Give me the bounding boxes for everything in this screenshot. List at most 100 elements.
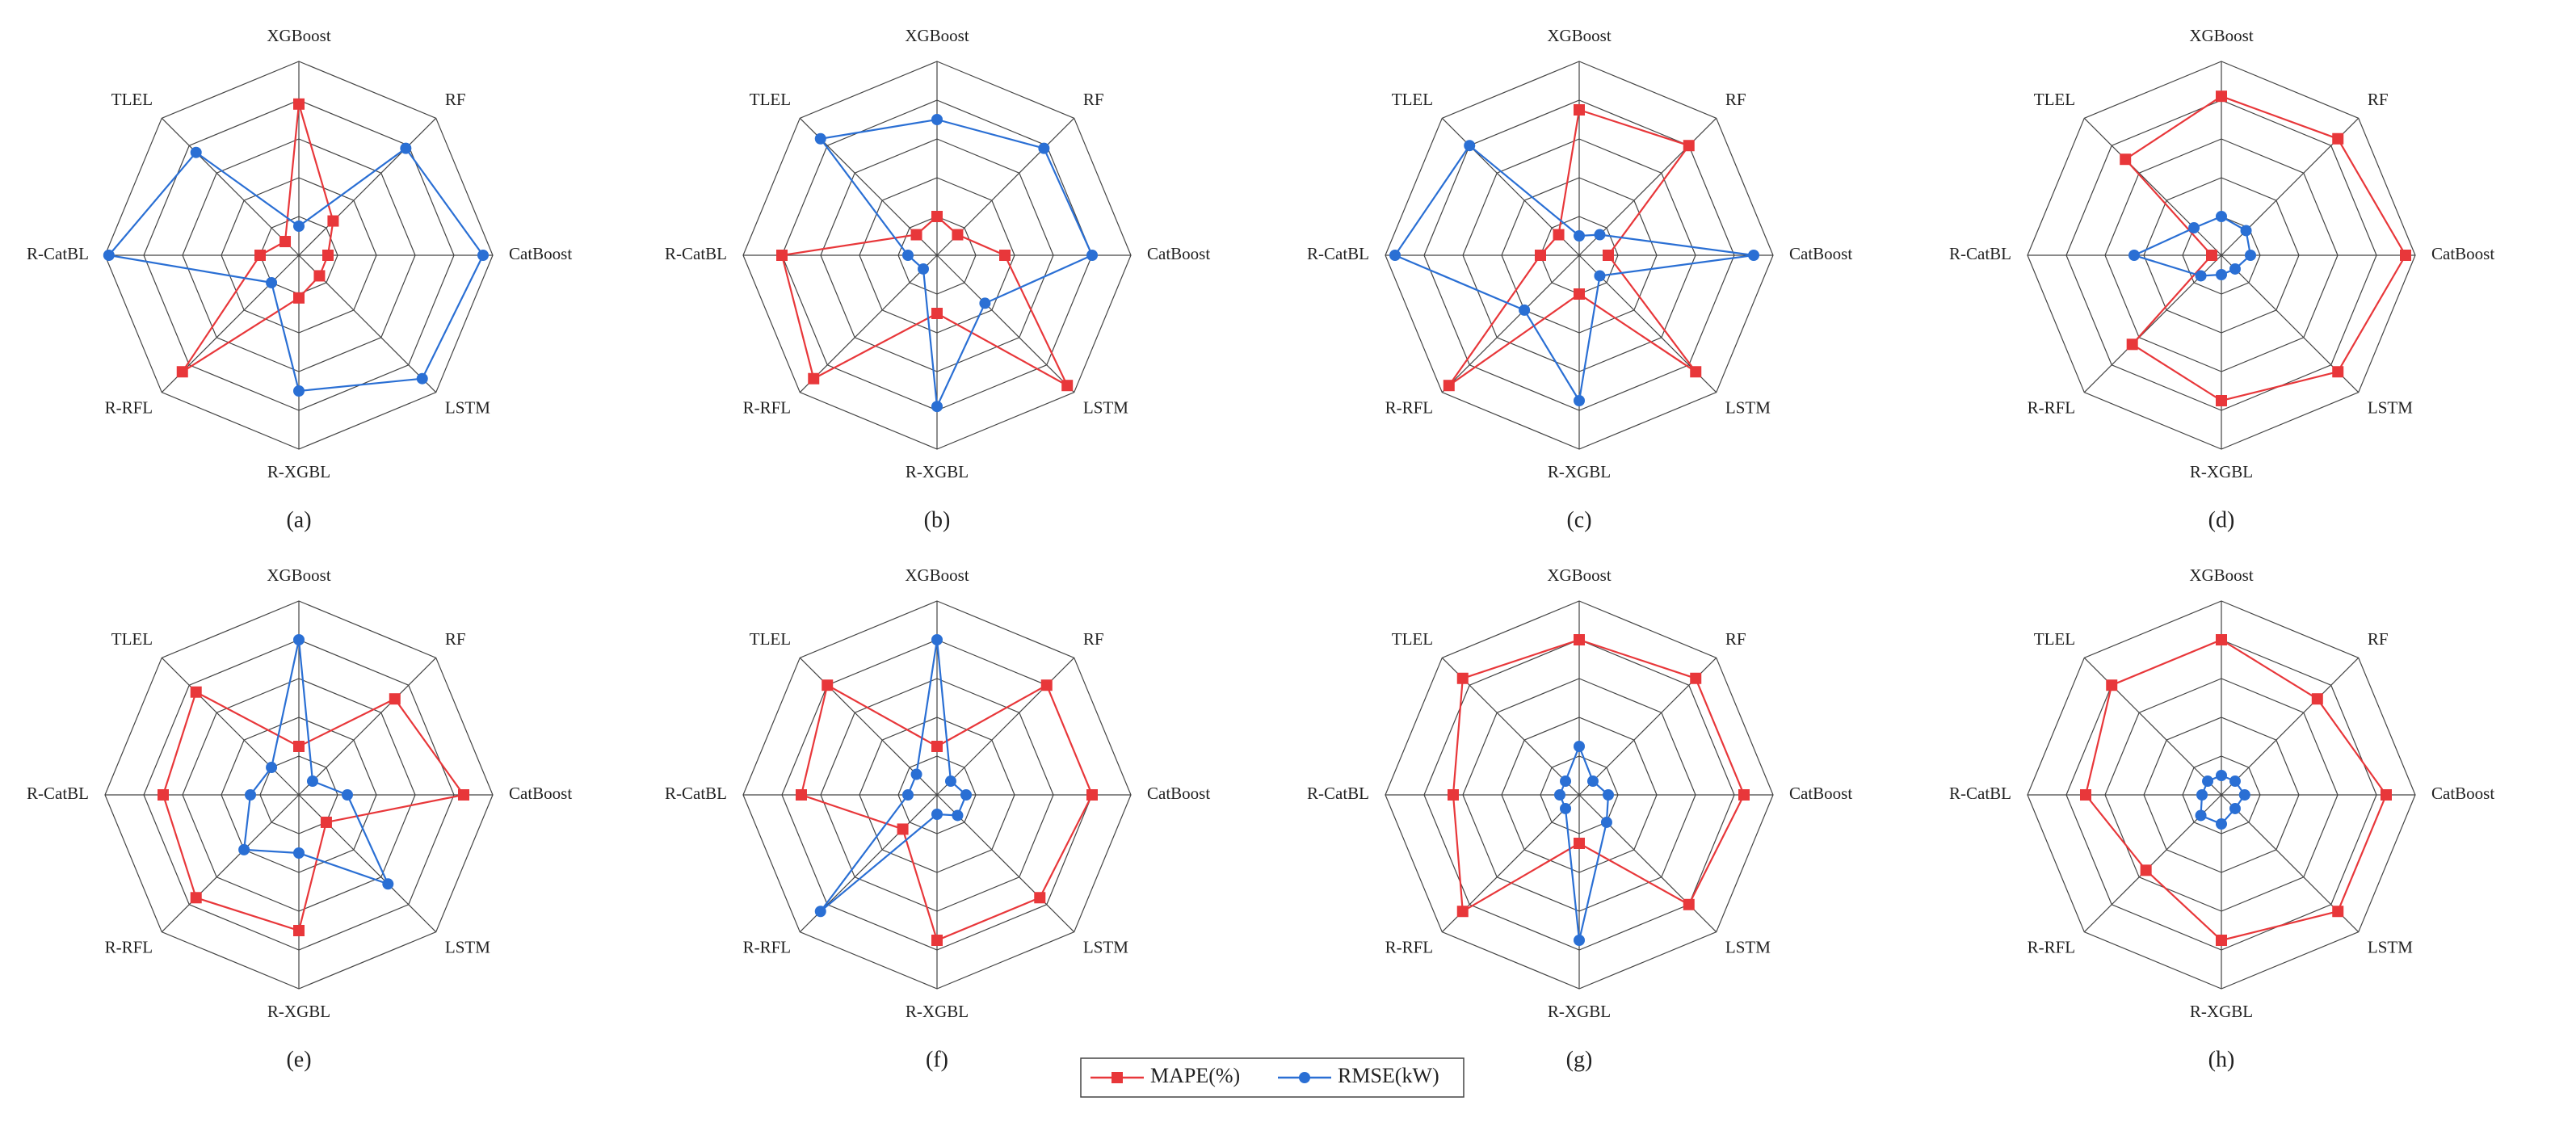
axis-label: RF: [1725, 90, 1746, 109]
marker-square: [327, 215, 339, 227]
marker-square: [1040, 679, 1053, 691]
axis-label: CatBoost: [509, 784, 572, 803]
axis-label: CatBoost: [509, 244, 572, 263]
marker-circle: [477, 250, 489, 261]
axis-label: LSTM: [1725, 398, 1771, 418]
marker-circle: [814, 906, 826, 918]
axis-label: XGBoost: [267, 26, 331, 45]
axis-label: CatBoost: [1147, 244, 1210, 263]
marker-square: [2216, 935, 2227, 946]
marker-circle: [931, 809, 943, 820]
marker-circle: [306, 775, 318, 788]
spoke: [1441, 254, 1580, 393]
marker-square: [1443, 380, 1455, 392]
axis-label: TLEL: [2034, 629, 2075, 649]
marker-square: [2311, 693, 2323, 705]
marker-circle: [2196, 789, 2208, 801]
marker-circle: [2240, 225, 2252, 237]
marker-circle: [2216, 818, 2227, 830]
axis-label: CatBoost: [1789, 784, 1852, 803]
axis-label: R-XGBL: [2190, 1002, 2253, 1021]
marker-square: [822, 679, 834, 691]
marker-circle: [190, 146, 202, 158]
marker-circle: [902, 789, 914, 801]
axis-label: TLEL: [1392, 90, 1433, 109]
series-line: [107, 147, 485, 393]
marker-square: [2120, 153, 2132, 166]
marker-square: [2332, 366, 2344, 378]
subplot-label: (d): [2208, 507, 2235, 532]
axis-label: LSTM: [2368, 398, 2413, 418]
marker-circle: [1603, 789, 1614, 801]
axis-label: R-RFL: [105, 398, 153, 418]
marker-square: [2400, 250, 2411, 261]
axis-label: RF: [1083, 629, 1104, 649]
marker-square: [293, 741, 305, 752]
series-line: [162, 691, 465, 932]
marker-square: [458, 789, 469, 801]
axis-label: CatBoost: [1789, 244, 1852, 263]
axis-label: XGBoost: [267, 565, 331, 585]
subplot-label: (c): [1566, 507, 1591, 532]
marker-circle: [902, 250, 914, 261]
marker-circle: [293, 221, 305, 232]
axis-label: RF: [2368, 90, 2389, 109]
marker-square: [1574, 838, 1585, 849]
marker-square: [1086, 789, 1098, 801]
marker-circle: [2216, 770, 2227, 781]
marker-circle: [814, 132, 826, 145]
marker-square: [1061, 380, 1074, 392]
marker-square: [2140, 864, 2152, 876]
spoke: [2083, 117, 2222, 256]
axis-label: XGBoost: [2189, 26, 2254, 45]
marker-square: [322, 250, 334, 261]
radar-chart: XGBoost RF CatBoost LSTM R-XGBL R-RFL R-CatBL T…: [665, 565, 1210, 1073]
marker-circle: [931, 114, 943, 125]
marker-circle: [2229, 775, 2241, 788]
subplot-label: (h): [2208, 1047, 2235, 1072]
axis-label: TLEL: [750, 629, 791, 649]
marker-circle: [400, 142, 412, 154]
marker-square: [1683, 898, 1695, 910]
axis-label: RF: [445, 629, 466, 649]
axis-label: RF: [1083, 90, 1104, 109]
axis-label: R-RFL: [1385, 938, 1434, 957]
marker-square: [1574, 104, 1585, 116]
marker-circle: [2238, 789, 2250, 801]
marker-circle: [382, 878, 394, 890]
axis-label: RF: [1725, 629, 1746, 649]
series-line: [1393, 144, 1754, 404]
marker-square: [952, 229, 964, 241]
radar-chart: XGBoost RF CatBoost LSTM R-XGBL R-RFL R-CatBL T…: [1949, 565, 2494, 1073]
axis-label: TLEL: [111, 90, 153, 109]
spoke: [161, 657, 300, 796]
axis-label: LSTM: [445, 938, 490, 957]
axis-label: R-RFL: [743, 398, 792, 418]
axis-label: TLEL: [750, 90, 791, 109]
marker-square: [190, 686, 202, 698]
marker-circle: [293, 385, 305, 397]
axis-label: XGBoost: [1547, 565, 1612, 585]
marker-circle: [1594, 229, 1606, 241]
axis-label: R-XGBL: [1548, 1002, 1611, 1021]
marker-square: [2216, 395, 2227, 406]
axis-label: R-CatBL: [1307, 784, 1369, 803]
marker-square: [389, 693, 401, 705]
marker-circle: [1594, 270, 1606, 282]
axis-label: R-CatBL: [665, 784, 727, 803]
axis-label: RF: [445, 90, 466, 109]
series-line: [818, 118, 1094, 410]
marker-square: [293, 98, 305, 110]
marker-square: [158, 789, 169, 801]
marker-square: [1456, 672, 1469, 684]
marker-circle: [2229, 802, 2241, 814]
marker-circle: [293, 847, 305, 859]
marker-circle: [1586, 775, 1599, 788]
marker-square: [320, 816, 332, 828]
marker-circle: [1519, 304, 1531, 316]
marker-circle: [2195, 270, 2207, 282]
radar-chart: XGBoost RF CatBoost LSTM R-XGBL R-RFL R-CatBL T…: [665, 26, 1210, 533]
marker-circle: [931, 401, 943, 413]
marker-circle: [293, 634, 305, 645]
